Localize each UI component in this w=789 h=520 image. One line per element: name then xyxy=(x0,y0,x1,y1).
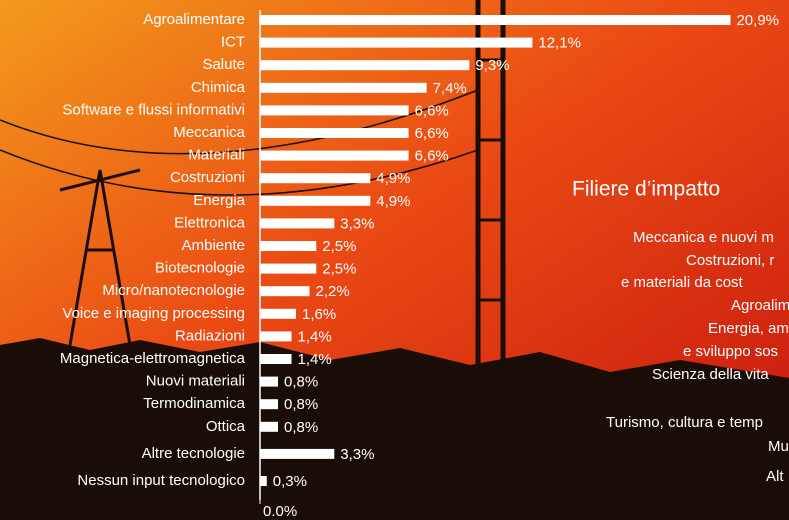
value-label: 0,3% xyxy=(273,473,307,490)
bar xyxy=(260,151,409,161)
bar xyxy=(260,449,334,459)
value-label: 2,5% xyxy=(322,238,356,255)
value-label: 4,9% xyxy=(376,170,410,187)
x-tick-label: 0.0% xyxy=(263,503,297,520)
category-label: Agroalimentare xyxy=(143,11,245,28)
category-label: Ambiente xyxy=(182,237,245,254)
bar xyxy=(260,309,296,319)
value-label: 7,4% xyxy=(433,80,467,97)
bar xyxy=(260,241,316,251)
value-label: 2,2% xyxy=(316,283,350,300)
bar xyxy=(260,286,310,296)
value-label: 0,8% xyxy=(284,396,318,413)
value-label: 0,8% xyxy=(284,419,318,436)
filiera-item: Costruzioni, r xyxy=(686,252,774,269)
value-label: 12,1% xyxy=(538,35,581,52)
category-label: Chimica xyxy=(191,79,246,96)
value-label: 6,6% xyxy=(415,102,449,119)
value-label: 0,8% xyxy=(284,374,318,391)
value-label: 1,4% xyxy=(298,328,332,345)
category-label: Meccanica xyxy=(173,124,245,141)
category-label: ICT xyxy=(221,34,245,51)
bar xyxy=(260,264,316,274)
category-label: Energia xyxy=(193,192,245,209)
bar xyxy=(260,354,292,364)
bar xyxy=(260,196,370,206)
bar xyxy=(260,83,427,93)
value-label: 4,9% xyxy=(376,193,410,210)
category-label: Biotecnologie xyxy=(155,260,245,277)
bar xyxy=(260,128,409,138)
filiera-item: Alt xyxy=(766,468,784,485)
bar xyxy=(260,38,532,48)
category-label: Micro/nanotecnologie xyxy=(102,282,245,299)
filiera-item: e materiali da cost xyxy=(621,274,744,291)
category-label: Voice e imaging processing xyxy=(62,305,245,322)
category-label: Ottica xyxy=(206,418,246,435)
filiera-item: Energia, am xyxy=(708,320,789,337)
panel-title: Filiere d’impatto xyxy=(572,178,720,201)
category-label: Nessun input tecnologico xyxy=(77,472,245,489)
bar xyxy=(260,15,730,25)
value-label: 3,3% xyxy=(340,215,374,232)
value-label: 1,6% xyxy=(302,306,336,323)
bar xyxy=(260,60,469,70)
category-label: Nuovi materiali xyxy=(146,373,245,390)
value-label: 9,3% xyxy=(475,57,509,74)
bar xyxy=(260,377,278,387)
category-label: Magnetica-elettromagnetica xyxy=(60,350,246,367)
chart: Filiere d’impatto Meccanica e nuovi m Cos… xyxy=(0,0,789,520)
bar xyxy=(260,331,292,341)
filiera-item: Turismo, cultura e temp xyxy=(606,414,763,431)
filiera-item: Meccanica e nuovi m xyxy=(633,229,774,246)
filiera-item: Mu xyxy=(768,438,789,455)
filiera-item: Agroalim xyxy=(731,297,789,314)
category-label: Materiali xyxy=(188,147,245,164)
category-label: Salute xyxy=(202,56,245,73)
bar xyxy=(260,399,278,409)
filiera-item: e sviluppo sos xyxy=(683,343,778,360)
value-label: 6,6% xyxy=(415,148,449,165)
category-label: Radiazioni xyxy=(175,327,245,344)
category-label: Costruzioni xyxy=(170,169,245,186)
filiera-item: Scienza della vita xyxy=(652,366,769,383)
bar xyxy=(260,218,334,228)
bar xyxy=(260,476,267,486)
value-label: 6,6% xyxy=(415,125,449,142)
category-label: Altre tecnologie xyxy=(142,445,245,462)
category-label: Elettronica xyxy=(174,214,246,231)
bar xyxy=(260,173,370,183)
category-label: Termodinamica xyxy=(143,395,245,412)
category-label: Software e flussi informativi xyxy=(62,101,245,118)
bar xyxy=(260,105,409,115)
value-label: 1,4% xyxy=(298,351,332,368)
value-label: 2,5% xyxy=(322,261,356,278)
value-label: 3,3% xyxy=(340,446,374,463)
value-label: 20,9% xyxy=(736,12,779,29)
bar xyxy=(260,422,278,432)
